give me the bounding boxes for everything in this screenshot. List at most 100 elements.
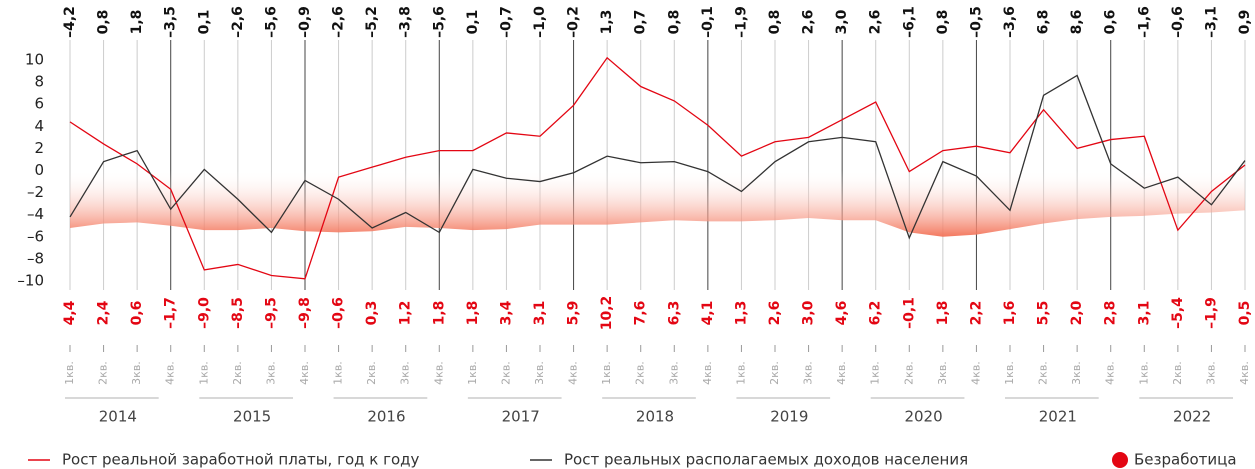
wage-label: 5,5 [1036,301,1052,326]
income-label: –6,1 [901,6,917,38]
y-tick-label: –10 [17,272,44,290]
income-label: –2,6 [230,6,246,38]
x-tick-label: 4кв. [298,361,311,385]
income-label: 6,8 [1036,10,1052,35]
x-tick-label: 4кв. [701,361,714,385]
x-tick-label: 4кв. [1104,361,1117,385]
wage-label: 2,6 [767,301,783,326]
wage-label: 2,2 [968,301,984,326]
year-label: 2020 [904,408,942,426]
y-tick-label: –2 [27,183,44,201]
x-tick-label: 1кв. [63,361,76,385]
x-tick-label: 1кв. [197,361,210,385]
wage-label: –1,9 [1203,297,1219,329]
year-label: 2019 [770,408,808,426]
x-tick-label: 3кв. [936,361,949,385]
x-tick-label: 1кв. [600,361,613,385]
income-label: –0,5 [968,6,984,38]
x-tick-label: 2кв. [1171,361,1184,385]
x-tick-label: 4кв. [164,361,177,385]
income-label: –3,1 [1203,6,1219,38]
wage-label: 6,3 [666,301,682,326]
x-tick-label: 4кв. [432,361,445,385]
legend-label: Рост реальной заработной платы, год к го… [62,451,420,469]
income-label: 2,6 [868,10,884,35]
wage-label: 0,6 [129,301,145,326]
income-label: 0,9 [1237,10,1253,35]
income-label: 0,8 [767,10,783,35]
income-label: –1,0 [532,6,548,38]
y-tick-label: –4 [27,205,44,223]
x-tick-label: 2кв. [768,361,781,385]
wage-label: 3,0 [801,300,817,325]
y-tick-label: –8 [27,249,44,267]
wage-label: 3,1 [1136,301,1152,326]
year-label: 2016 [367,408,405,426]
income-label: 3,0 [834,9,850,34]
y-tick-label: –6 [27,227,44,245]
x-tick-label: 2кв. [902,361,915,385]
year-label: 2014 [99,408,137,426]
legend-swatch [1112,452,1128,468]
wage-label: –5,4 [1170,297,1186,329]
wage-label: –0,1 [901,297,917,329]
wage-label: 2,8 [1103,301,1119,326]
income-label: –0,2 [566,6,582,38]
wage-label: 4,6 [834,301,850,326]
y-tick-label: 0 [34,161,44,179]
x-tick-label: 2кв. [634,361,647,385]
wage-label: 2,0 [1069,300,1085,325]
x-tick-label: 1кв. [332,361,345,385]
wage-label: 1,2 [398,301,414,326]
wage-label: –9,8 [297,297,313,329]
x-tick-label: 1кв. [734,361,747,385]
wage-label: 1,3 [733,301,749,326]
y-tick-label: 4 [34,117,44,135]
x-tick-label: 4кв. [835,361,848,385]
x-tick-label: 3кв. [802,361,815,385]
wage-label: 7,6 [633,301,649,326]
income-label: –0,7 [498,6,514,38]
income-label: –1,9 [733,6,749,38]
income-label: –0,9 [297,6,313,38]
income-label: –4,2 [62,6,78,38]
x-tick-label: 1кв. [466,361,479,385]
wage-label: 3,4 [498,300,514,325]
wage-label: 3,1 [532,301,548,326]
income-label: 0,8 [96,10,112,35]
x-tick-label: 4кв. [1238,361,1251,385]
y-tick-label: 2 [34,139,44,157]
wage-label: 1,8 [465,301,481,326]
wage-label: 4,4 [62,300,78,325]
income-label: 0,7 [633,10,649,35]
income-label: 1,3 [599,10,615,35]
x-tick-label: 1кв. [869,361,882,385]
wage-label: –9,0 [196,297,212,329]
x-tick-label: 2кв. [365,361,378,385]
x-tick-label: 3кв. [533,361,546,385]
x-tick-label: 4кв. [567,361,580,385]
wage-label: 2,4 [96,300,112,325]
x-tick-label: 3кв. [1070,361,1083,385]
y-tick-label: 8 [34,73,44,91]
wage-label: –8,5 [230,297,246,329]
series-line [69,56,1246,280]
x-tick-label: 2кв. [1037,361,1050,385]
x-tick-label: 1кв. [1003,361,1016,385]
income-label: 8,6 [1069,10,1085,35]
series-line [69,74,1246,240]
x-tick-label: 2кв. [499,361,512,385]
wage-label: 1,8 [431,301,447,326]
wage-label: 1,8 [935,301,951,326]
x-tick-label: 3кв. [667,361,680,385]
wage-label: 0,5 [1237,301,1253,326]
unemployment-area [70,170,1245,237]
x-tick-label: 4кв. [969,361,982,385]
income-label: –5,6 [263,6,279,38]
wage-label: –9,5 [263,297,279,329]
year-label: 2018 [636,408,674,426]
income-label: –0,1 [700,6,716,38]
x-tick-label: 2кв. [231,361,244,385]
x-tick-label: 3кв. [1204,361,1217,385]
